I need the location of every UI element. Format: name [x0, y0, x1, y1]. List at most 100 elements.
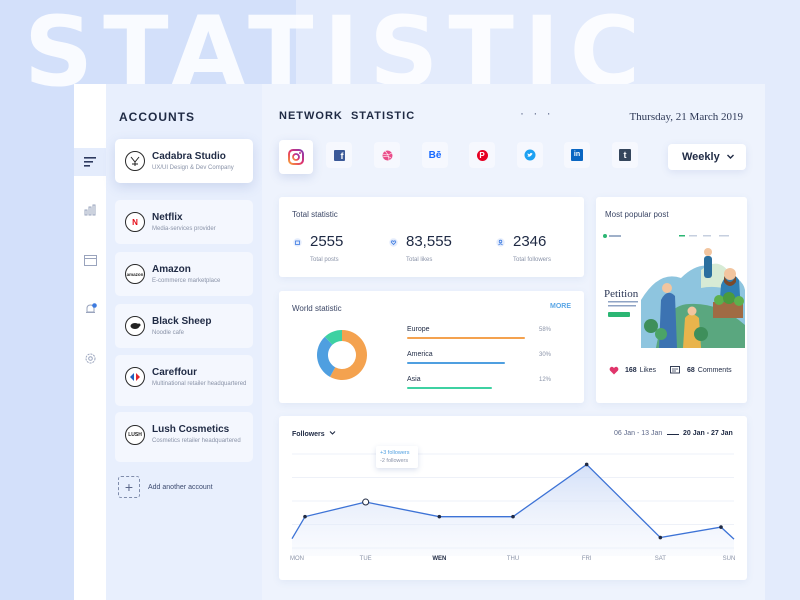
x-tick-label: THU — [506, 556, 520, 562]
account-item-netflix[interactable]: N Netflix Media-services provider — [115, 200, 253, 244]
more-options-icon[interactable]: · · · — [520, 106, 554, 120]
account-name: Black Sheep — [152, 316, 212, 327]
tab-twitter[interactable] — [517, 142, 543, 168]
tab-linkedin[interactable]: in — [564, 142, 590, 168]
region-bar-europe — [407, 337, 525, 339]
account-name: Amazon — [152, 264, 191, 275]
followers-icon — [496, 238, 505, 247]
post-likes[interactable]: 168 Likes — [609, 366, 656, 375]
chart-point-tue[interactable] — [362, 498, 370, 506]
x-tick-label: SUN — [722, 556, 736, 562]
tab-dribbble[interactable] — [374, 142, 400, 168]
comment-icon — [670, 366, 680, 374]
range-separator — [667, 434, 679, 435]
more-link[interactable]: MORE — [550, 303, 571, 310]
account-name: Careffour — [152, 367, 198, 378]
posts-icon — [293, 238, 302, 247]
twitter-icon — [524, 149, 536, 161]
followers-metric-label: Followers — [292, 431, 325, 438]
tab-behance[interactable]: Bē — [422, 142, 448, 168]
post-comments[interactable]: 68 Comments — [670, 366, 732, 375]
gear-icon[interactable] — [74, 344, 106, 372]
region-name-america: America — [407, 351, 433, 358]
plus-icon: + — [118, 476, 140, 498]
instagram-icon — [288, 149, 304, 165]
x-tick-label: SAT — [654, 556, 666, 562]
account-name: Netflix — [152, 212, 183, 223]
region-bar-asia — [407, 387, 492, 389]
main-panel: NETWORK STATISTIC · · · Thursday, 21 Mar… — [262, 84, 765, 600]
chevron-down-icon — [329, 431, 336, 435]
add-account-button[interactable]: + Add another account — [118, 476, 213, 498]
page-title: NETWORK STATISTIC — [279, 110, 416, 122]
account-description: E-commerce marketplace — [152, 278, 221, 284]
tooltip-line-1: +3 followers — [380, 450, 410, 456]
range-previous[interactable]: 06 Jan - 13 Jan — [614, 430, 663, 437]
account-item-cadabra-studio[interactable]: Cadabra Studio UX/UI Design & Dev Compan… — [115, 139, 253, 183]
tab-pinterest[interactable]: P — [469, 142, 495, 168]
popular-post-title: Most popular post — [605, 210, 669, 219]
period-select[interactable]: Weekly — [668, 144, 746, 170]
tab-tumblr[interactable]: t — [612, 142, 638, 168]
account-description: Cosmetics retailer headquartered — [152, 438, 241, 444]
sidebar-rail — [74, 84, 106, 600]
account-description: Media-services provider — [152, 226, 216, 232]
followers-chart-card: Followers 06 Jan - 13 Jan 20 Jan - 27 Ja… — [279, 416, 747, 580]
account-item-careffour[interactable]: Careffour Multinational retailer headqua… — [115, 355, 253, 406]
post-comments-label: Comments — [697, 367, 732, 374]
add-account-label: Add another account — [148, 483, 213, 491]
tab-facebook[interactable]: f — [326, 142, 352, 168]
behance-icon: Bē — [428, 149, 442, 161]
chart-point-sun[interactable] — [719, 525, 723, 529]
chart-point-wen[interactable] — [437, 514, 442, 519]
dribbble-icon — [382, 150, 392, 160]
chart-point-thu[interactable] — [511, 514, 515, 519]
world-statistic-card: World statistic MORE Europe 58% America … — [279, 291, 584, 403]
total-followers-value: 2346 — [513, 233, 547, 250]
total-likes-label: Total likes — [406, 257, 433, 263]
post-likes-label: Likes — [639, 367, 657, 374]
region-percent-asia: 12% — [538, 377, 551, 383]
total-statistic-card: Total statistic 2555 Total posts 83,555 … — [279, 197, 584, 277]
chart-point-fri[interactable] — [584, 462, 589, 467]
chart-point-mon[interactable] — [303, 514, 307, 519]
bar-chart-icon[interactable] — [74, 196, 106, 224]
post-thumbnail[interactable]: Petition — [601, 230, 745, 348]
chart-tooltip: +3 followers -2 followers — [376, 446, 418, 468]
range-current[interactable]: 20 Jan - 27 Jan — [683, 430, 733, 437]
likes-icon — [389, 238, 398, 247]
account-item-black-sheep[interactable]: Black Sheep Noodle cafe — [115, 304, 253, 348]
followers-metric-select[interactable]: Followers — [292, 430, 336, 438]
tooltip-line-2: -2 followers — [380, 458, 409, 464]
amazon-logo-icon: amazon — [125, 264, 145, 284]
chart-point-sat[interactable] — [658, 535, 663, 540]
netflix-logo-icon: N — [125, 212, 145, 232]
region-percent-europe: 58% — [538, 327, 551, 333]
bell-icon[interactable] — [74, 295, 106, 323]
account-name: Cadabra Studio — [152, 151, 226, 162]
region-name-europe: Europe — [407, 326, 430, 333]
donut-slice-europe — [329, 330, 367, 380]
total-likes-value: 83,555 — [406, 233, 452, 250]
cadabra-logo-icon — [125, 151, 145, 171]
lush-logo-icon: LUSH — [125, 425, 145, 445]
period-select-value: Weekly — [682, 151, 720, 163]
calendar-icon[interactable] — [74, 246, 106, 274]
account-item-lush-cosmetics[interactable]: LUSH Lush Cosmetics Cosmetics retailer h… — [115, 412, 253, 462]
donut-slice-america — [317, 336, 336, 377]
x-tick-label: FRI — [581, 556, 592, 562]
facebook-icon: f — [333, 149, 345, 161]
world-donut-chart — [317, 330, 367, 380]
account-item-amazon[interactable]: amazon Amazon E-commerce marketplace — [115, 252, 253, 296]
tab-instagram[interactable] — [279, 140, 313, 174]
total-statistic-title: Total statistic — [292, 210, 338, 219]
donut-hole — [329, 342, 355, 368]
notification-dot — [91, 302, 97, 308]
careffour-logo-icon — [125, 367, 145, 387]
tumblr-icon: t — [619, 149, 631, 161]
world-statistic-title: World statistic — [292, 304, 342, 313]
menu-icon[interactable] — [74, 148, 106, 176]
post-thumbnail-heading: Petition — [604, 288, 639, 300]
linkedin-icon: in — [571, 149, 583, 161]
region-percent-america: 30% — [538, 352, 551, 358]
